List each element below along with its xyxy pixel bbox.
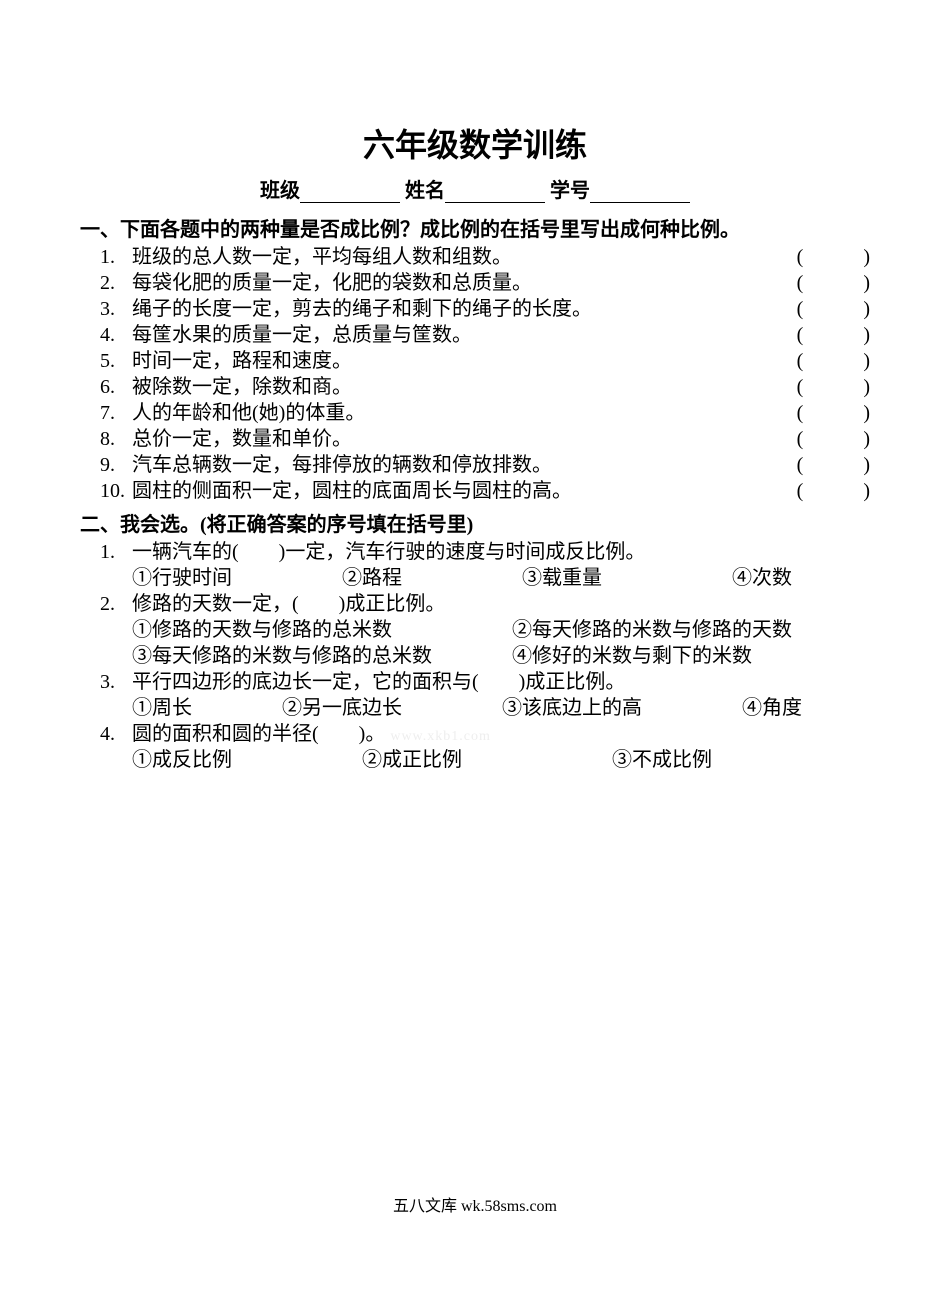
options-row: ①周长 ②另一底边长 ③该底边上的高 ④角度 bbox=[80, 695, 870, 721]
question-item: 2. 每袋化肥的质量一定，化肥的袋数和总质量。 ( ) bbox=[80, 270, 870, 296]
option: ①修路的天数与修路的总米数 bbox=[132, 617, 472, 643]
question-text: 修路的天数一定，( )成正比例。 bbox=[132, 591, 870, 617]
question-number: 4. bbox=[100, 721, 132, 747]
question-number: 2. bbox=[100, 270, 132, 296]
option: ④修好的米数与剩下的米数 bbox=[512, 643, 752, 669]
student-info-line: 班级 姓名 学号 bbox=[80, 174, 870, 203]
question-number: 1. bbox=[100, 539, 132, 565]
question-text: 圆的面积和圆的半径( )。 bbox=[132, 723, 385, 745]
question-item: 3. 平行四边形的底边长一定，它的面积与( )成正比例。 bbox=[80, 669, 870, 695]
answer-paren[interactable]: ( ) bbox=[797, 270, 870, 296]
question-number: 3. bbox=[100, 669, 132, 695]
option: ③不成比例 bbox=[612, 747, 712, 773]
question-item: 1. 一辆汽车的( )一定，汽车行驶的速度与时间成反比例。 bbox=[80, 539, 870, 565]
id-blank[interactable] bbox=[590, 183, 690, 203]
question-item: 2. 修路的天数一定，( )成正比例。 bbox=[80, 591, 870, 617]
class-label: 班级 bbox=[260, 180, 300, 202]
options-row: ③每天修路的米数与修路的总米数 ④修好的米数与剩下的米数 bbox=[80, 643, 870, 669]
question-number: 2. bbox=[100, 591, 132, 617]
name-blank[interactable] bbox=[445, 183, 545, 203]
question-item: 4. 圆的面积和圆的半径( )。 www.xkb1.com bbox=[80, 721, 870, 747]
question-number: 9. bbox=[100, 452, 132, 478]
question-text: 绳子的长度一定，剪去的绳子和剩下的绳子的长度。 bbox=[132, 296, 592, 322]
option: ④角度 bbox=[742, 695, 802, 721]
question-item: 9. 汽车总辆数一定，每排停放的辆数和停放排数。 ( ) bbox=[80, 452, 870, 478]
section-2-list: 1. 一辆汽车的( )一定，汽车行驶的速度与时间成反比例。 ①行驶时间 ②路程 … bbox=[80, 539, 870, 773]
answer-paren[interactable]: ( ) bbox=[797, 244, 870, 270]
question-item: 10. 圆柱的侧面积一定，圆柱的底面周长与圆柱的高。 ( ) bbox=[80, 478, 870, 504]
question-text: 班级的总人数一定，平均每组人数和组数。 bbox=[132, 244, 512, 270]
question-number: 4. bbox=[100, 322, 132, 348]
answer-paren[interactable]: ( ) bbox=[797, 348, 870, 374]
question-item: 5. 时间一定，路程和速度。 ( ) bbox=[80, 348, 870, 374]
question-number: 1. bbox=[100, 244, 132, 270]
question-item: 6. 被除数一定，除数和商。 ( ) bbox=[80, 374, 870, 400]
option: ①行驶时间 bbox=[132, 565, 302, 591]
options-row: ①修路的天数与修路的总米数 ②每天修路的米数与修路的天数 bbox=[80, 617, 870, 643]
question-number: 5. bbox=[100, 348, 132, 374]
question-text: 圆柱的侧面积一定，圆柱的底面周长与圆柱的高。 bbox=[132, 478, 572, 504]
question-text: 平行四边形的底边长一定，它的面积与( )成正比例。 bbox=[132, 669, 870, 695]
answer-paren[interactable]: ( ) bbox=[797, 374, 870, 400]
option: ①成反比例 bbox=[132, 747, 322, 773]
answer-paren[interactable]: ( ) bbox=[797, 296, 870, 322]
question-text: 一辆汽车的( )一定，汽车行驶的速度与时间成反比例。 bbox=[132, 539, 870, 565]
question-number: 6. bbox=[100, 374, 132, 400]
options-row: ①行驶时间 ②路程 ③载重量 ④次数 bbox=[80, 565, 870, 591]
question-item: 7. 人的年龄和他(她)的体重。 ( ) bbox=[80, 400, 870, 426]
option: ②每天修路的米数与修路的天数 bbox=[512, 617, 792, 643]
option: ④次数 bbox=[732, 565, 792, 591]
question-item: 3. 绳子的长度一定，剪去的绳子和剩下的绳子的长度。 ( ) bbox=[80, 296, 870, 322]
option: ③该底边上的高 bbox=[502, 695, 702, 721]
class-blank[interactable] bbox=[300, 183, 400, 203]
question-text: 人的年龄和他(她)的体重。 bbox=[132, 400, 365, 426]
answer-paren[interactable]: ( ) bbox=[797, 452, 870, 478]
option: ②成正比例 bbox=[362, 747, 572, 773]
option: ①周长 bbox=[132, 695, 242, 721]
answer-paren[interactable]: ( ) bbox=[797, 322, 870, 348]
question-text: 每筐水果的质量一定，总质量与筐数。 bbox=[132, 322, 472, 348]
answer-paren[interactable]: ( ) bbox=[797, 478, 870, 504]
answer-paren[interactable]: ( ) bbox=[797, 400, 870, 426]
question-text: 时间一定，路程和速度。 bbox=[132, 348, 352, 374]
question-number: 8. bbox=[100, 426, 132, 452]
watermark-text: www.xkb1.com bbox=[390, 729, 491, 744]
question-number: 10. bbox=[100, 478, 132, 504]
question-text: 被除数一定，除数和商。 bbox=[132, 374, 352, 400]
question-item: 4. 每筐水果的质量一定，总质量与筐数。 ( ) bbox=[80, 322, 870, 348]
question-item: 1. 班级的总人数一定，平均每组人数和组数。 ( ) bbox=[80, 244, 870, 270]
section-1-header: 一、下面各题中的两种量是否成比例？成比例的在括号里写出成何种比例。 bbox=[80, 213, 870, 242]
option: ③每天修路的米数与修路的总米数 bbox=[132, 643, 472, 669]
question-text: 总价一定，数量和单价。 bbox=[132, 426, 352, 452]
option: ②另一底边长 bbox=[282, 695, 462, 721]
page-title: 六年级数学训练 bbox=[80, 120, 870, 166]
id-label: 学号 bbox=[550, 180, 590, 202]
page-footer: 五八文库 wk.58sms.com bbox=[0, 1192, 950, 1216]
options-row: ①成反比例 ②成正比例 ③不成比例 bbox=[80, 747, 870, 773]
option: ③载重量 bbox=[522, 565, 692, 591]
section-2-header: 二、我会选。(将正确答案的序号填在括号里) bbox=[80, 508, 870, 537]
question-text: 每袋化肥的质量一定，化肥的袋数和总质量。 bbox=[132, 270, 532, 296]
name-label: 姓名 bbox=[405, 180, 445, 202]
question-number: 3. bbox=[100, 296, 132, 322]
section-1-list: 1. 班级的总人数一定，平均每组人数和组数。 ( ) 2. 每袋化肥的质量一定，… bbox=[80, 244, 870, 504]
answer-paren[interactable]: ( ) bbox=[797, 426, 870, 452]
question-item: 8. 总价一定，数量和单价。 ( ) bbox=[80, 426, 870, 452]
question-text: 汽车总辆数一定，每排停放的辆数和停放排数。 bbox=[132, 452, 552, 478]
question-number: 7. bbox=[100, 400, 132, 426]
option: ②路程 bbox=[342, 565, 482, 591]
